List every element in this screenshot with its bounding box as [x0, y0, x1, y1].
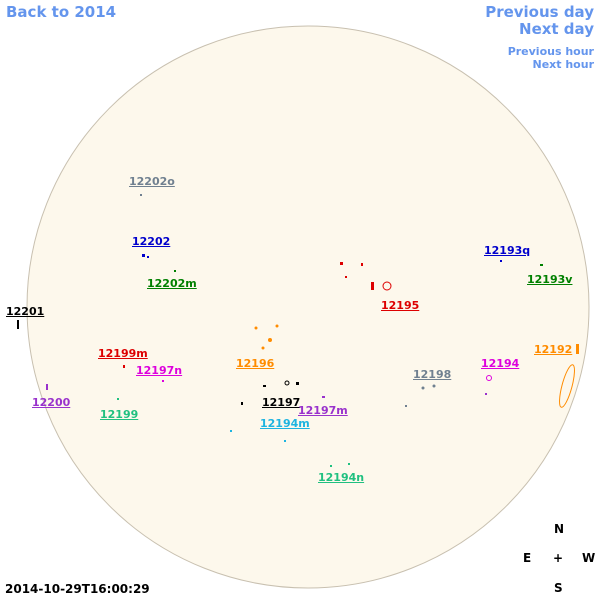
region-label[interactable]: 12200: [32, 396, 71, 409]
region-label[interactable]: 12193q: [484, 244, 531, 257]
spot: [284, 380, 290, 386]
spot: [486, 375, 492, 381]
compass-east: E: [523, 551, 532, 565]
spot: [348, 463, 350, 465]
spot: [254, 326, 258, 330]
spot: [174, 270, 176, 272]
region-label[interactable]: 12194: [481, 357, 520, 370]
spot: [123, 365, 125, 368]
spot: [142, 254, 145, 257]
spot: [540, 264, 543, 266]
spot: [296, 382, 299, 385]
region-label[interactable]: 12201: [6, 305, 45, 318]
spot: [405, 405, 407, 407]
spot: [284, 440, 286, 442]
region-label[interactable]: 12196: [236, 357, 275, 370]
spot: [117, 398, 119, 400]
region-label[interactable]: 12197: [262, 396, 301, 409]
compass-north: N: [554, 522, 565, 536]
spot: [432, 384, 436, 388]
previous-hour-link[interactable]: Previous hour: [507, 45, 594, 58]
spot: [322, 396, 325, 398]
compass-south: S: [554, 581, 563, 595]
region-label[interactable]: 12202m: [147, 277, 197, 290]
spot: [576, 344, 579, 354]
region-label[interactable]: 12197n: [136, 364, 183, 377]
region-label[interactable]: 12195: [381, 299, 420, 312]
spot: [345, 276, 347, 278]
region-label[interactable]: 12193v: [527, 273, 573, 286]
spot: [382, 281, 392, 291]
sunspots: [17, 194, 579, 467]
spot: [17, 320, 19, 329]
spot: [340, 262, 343, 265]
region-label[interactable]: 12194n: [318, 471, 365, 484]
spot: [500, 260, 502, 262]
timestamp: 2014-10-29T16:00:29: [5, 582, 150, 596]
region-label[interactable]: 12202: [132, 235, 171, 248]
spot: [230, 430, 232, 432]
compass-west: W: [582, 551, 596, 565]
previous-day-link[interactable]: Previous day: [485, 3, 594, 21]
region-label[interactable]: 12192: [534, 343, 573, 356]
spot: [371, 282, 374, 290]
region-label[interactable]: 12197m: [298, 404, 348, 417]
spot: [140, 194, 142, 196]
back-link[interactable]: Back to 2014: [6, 3, 117, 21]
spot: [261, 346, 265, 350]
region-label[interactable]: 12199m: [98, 347, 148, 360]
region-label[interactable]: 12198: [413, 368, 452, 381]
next-hour-link[interactable]: Next hour: [532, 58, 595, 71]
spot: [330, 465, 332, 467]
spot: [275, 324, 279, 328]
next-day-link[interactable]: Next day: [519, 20, 594, 38]
spot: [263, 385, 266, 387]
region-label[interactable]: 12202o: [129, 175, 175, 188]
spot: [421, 386, 425, 390]
region-label[interactable]: 12194m: [260, 417, 310, 430]
spot: [46, 384, 48, 390]
spot: [361, 263, 363, 266]
spot: [147, 256, 149, 258]
spot: [162, 380, 164, 382]
spot: [485, 393, 487, 395]
region-label[interactable]: 12199: [100, 408, 139, 421]
compass-center: +: [553, 551, 564, 565]
solar-disk: [26, 25, 590, 589]
spot: [241, 402, 243, 405]
spot: [559, 364, 575, 408]
spot: [268, 338, 272, 342]
